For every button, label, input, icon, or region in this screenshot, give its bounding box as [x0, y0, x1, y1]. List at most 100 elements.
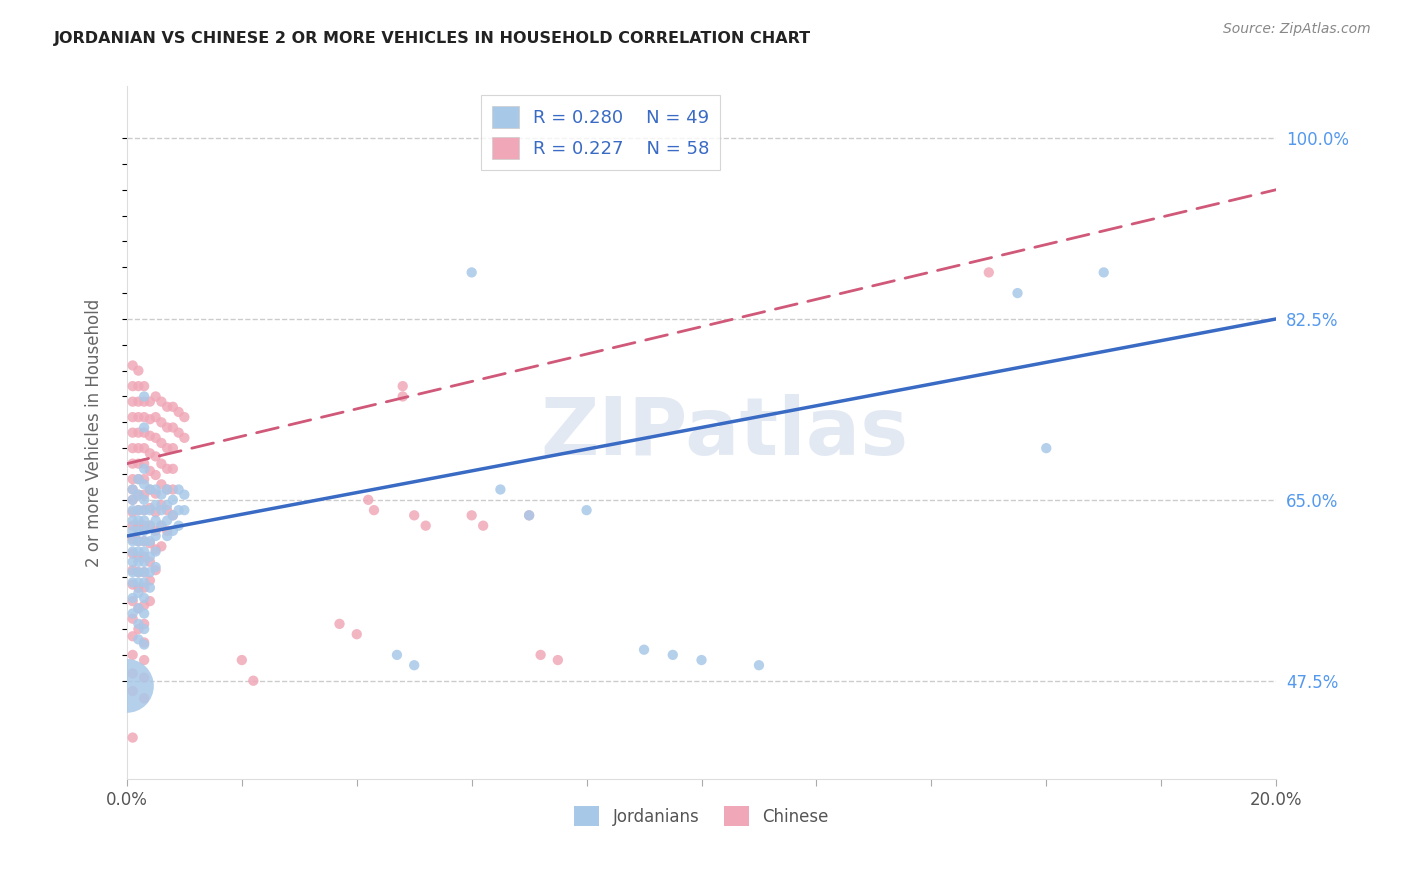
Point [134, 492, 156, 507]
Point [127, 503, 149, 517]
Point [121, 648, 143, 662]
Point [139, 518, 162, 533]
Point [134, 425, 156, 440]
Point [127, 555, 149, 569]
Point [1092, 265, 1115, 279]
Point [977, 265, 1000, 279]
Point [391, 389, 413, 403]
Point [530, 648, 553, 662]
Point [121, 684, 143, 698]
Point [139, 464, 162, 478]
Point [415, 518, 437, 533]
Point [121, 483, 143, 497]
Point [134, 462, 156, 476]
Point [127, 457, 149, 471]
Point [134, 565, 156, 579]
Point [156, 420, 179, 434]
Point [134, 394, 156, 409]
Point [145, 431, 167, 445]
Point [134, 622, 156, 636]
Point [139, 574, 162, 588]
Point [145, 544, 167, 558]
Point [127, 534, 149, 549]
Point [156, 514, 179, 528]
Point [121, 492, 143, 507]
Point [145, 486, 167, 500]
Point [139, 549, 162, 564]
Point [134, 671, 156, 685]
Point [346, 627, 368, 641]
Point [167, 483, 190, 497]
Point [134, 691, 156, 706]
Point [156, 441, 179, 455]
Point [1007, 286, 1029, 301]
Point [145, 450, 167, 464]
Point [145, 498, 167, 512]
Point [150, 498, 173, 512]
Point [150, 503, 173, 517]
Point [547, 653, 569, 667]
Point [145, 524, 167, 538]
Point [127, 581, 149, 595]
Point [121, 544, 143, 558]
Point [121, 514, 143, 528]
Point [134, 555, 156, 569]
Point [460, 508, 482, 523]
Point [139, 483, 162, 497]
Point [134, 488, 156, 502]
Point [134, 581, 156, 595]
Point [517, 508, 540, 523]
Point [145, 505, 167, 519]
Point [127, 514, 149, 528]
Point [139, 503, 162, 517]
Point [127, 379, 149, 393]
Point [242, 673, 264, 688]
Point [121, 612, 143, 626]
Point [139, 518, 162, 533]
Point [127, 503, 149, 517]
Point [127, 575, 149, 590]
Point [121, 518, 143, 533]
Point [134, 534, 156, 549]
Point [127, 622, 149, 636]
Point [127, 410, 149, 425]
Point [134, 524, 156, 538]
Point [121, 492, 143, 507]
Point [134, 635, 156, 649]
Point [121, 524, 143, 538]
Point [145, 389, 167, 403]
Point [127, 425, 149, 440]
Point [139, 446, 162, 460]
Point [156, 400, 179, 414]
Point [134, 653, 156, 667]
Point [517, 508, 540, 523]
Point [162, 524, 184, 538]
Point [173, 410, 195, 425]
Point [173, 431, 195, 445]
Point [134, 389, 156, 403]
Point [167, 425, 190, 440]
Point [134, 410, 156, 425]
Point [460, 265, 482, 279]
Point [127, 534, 149, 549]
Point [173, 488, 195, 502]
Point [127, 632, 149, 647]
Point [134, 591, 156, 605]
Point [127, 565, 149, 579]
Point [156, 462, 179, 476]
Point [134, 599, 156, 613]
Point [156, 483, 179, 497]
Point [121, 594, 143, 608]
Point [156, 503, 179, 517]
Point [134, 441, 156, 455]
Point [121, 547, 143, 561]
Point [139, 565, 162, 579]
Point [150, 477, 173, 491]
Point [134, 607, 156, 621]
Point [139, 428, 162, 442]
Point [150, 415, 173, 429]
Point [145, 468, 167, 483]
Point [127, 472, 149, 486]
Point [127, 472, 149, 486]
Point [173, 503, 195, 517]
